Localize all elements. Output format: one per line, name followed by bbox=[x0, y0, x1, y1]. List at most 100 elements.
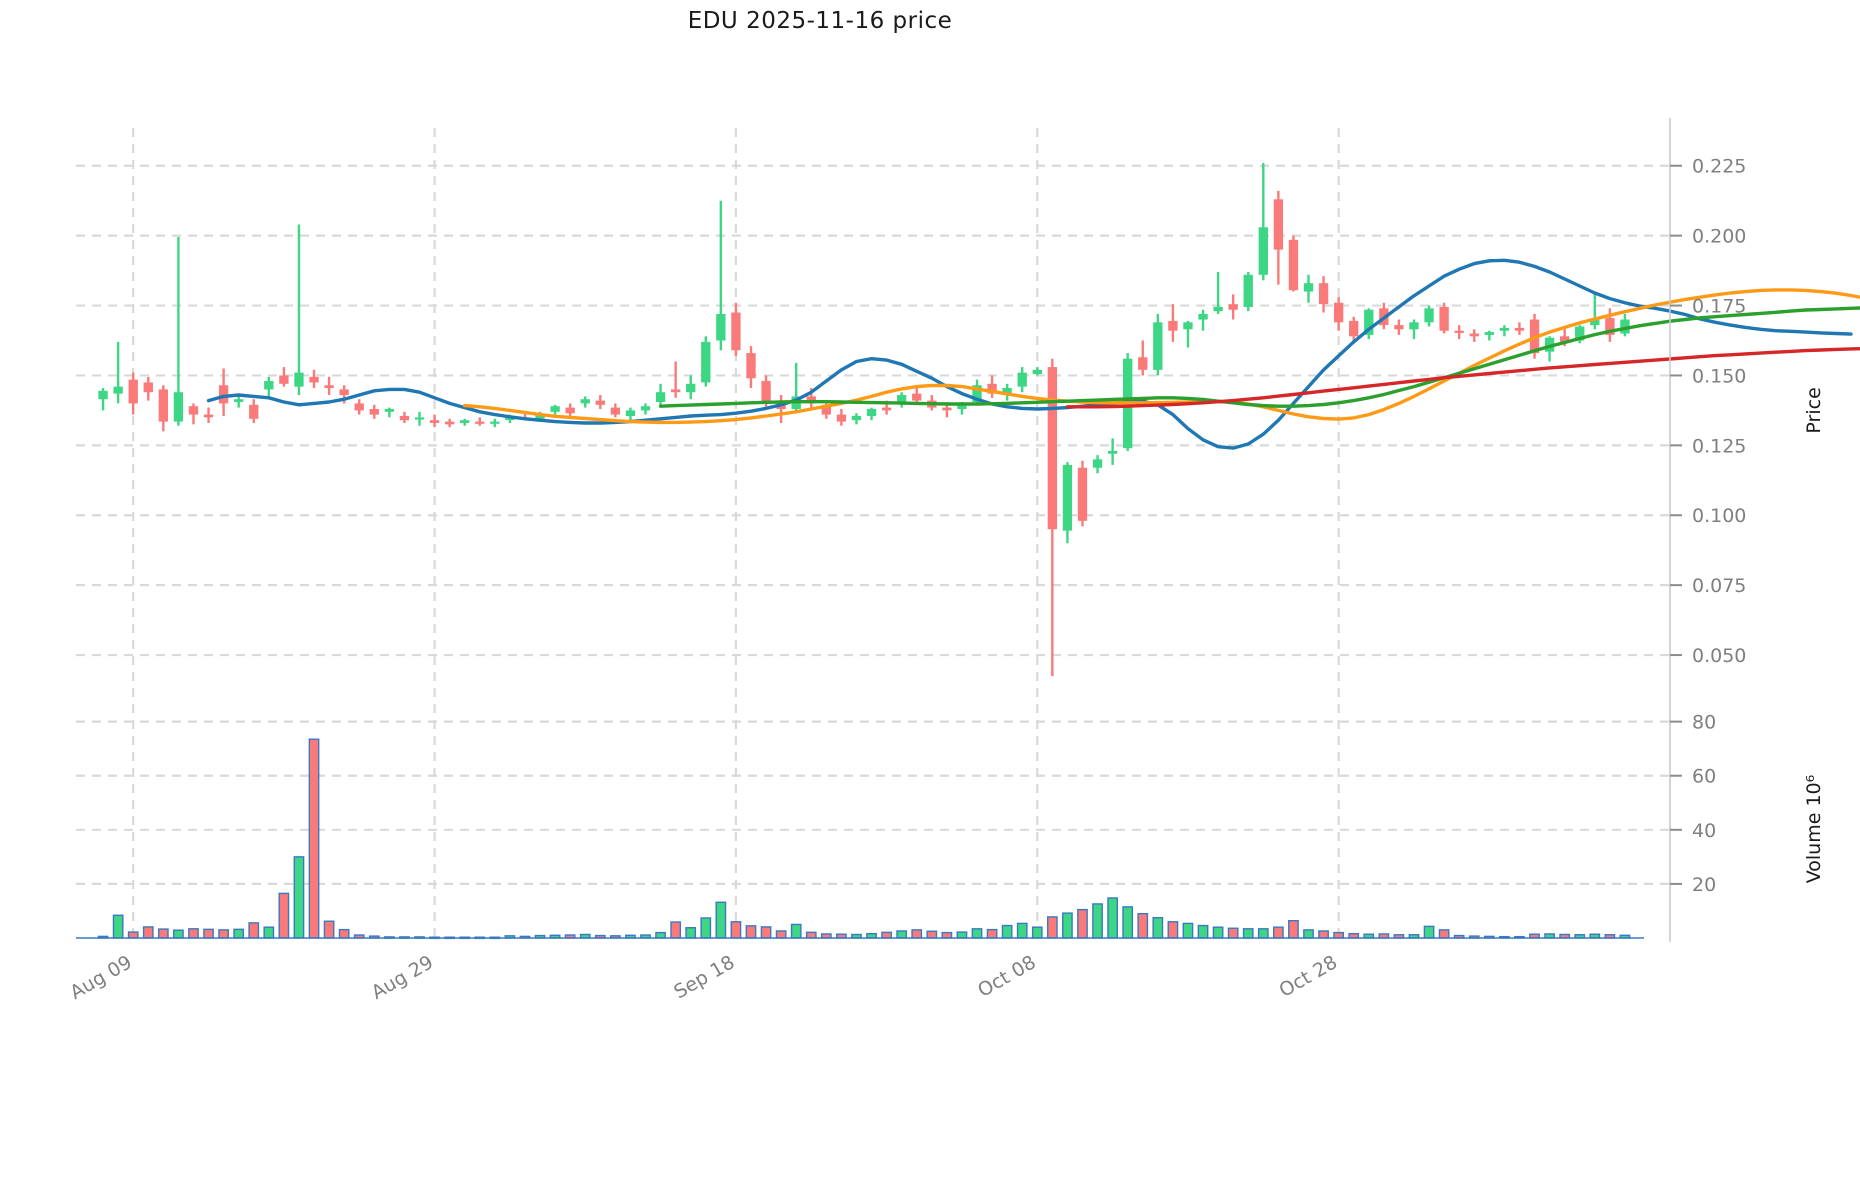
volume-bar bbox=[157, 928, 169, 939]
candle-body bbox=[143, 382, 153, 393]
volume-series bbox=[76, 738, 1644, 940]
candle bbox=[625, 407, 636, 421]
ma-xlong-line bbox=[1065, 347, 1860, 409]
volume-bar bbox=[308, 738, 320, 939]
price-tick-label: 0.225 bbox=[1692, 156, 1746, 178]
volume-tick-label: 80 bbox=[1692, 712, 1716, 734]
candle bbox=[565, 403, 575, 416]
volume-bar bbox=[926, 930, 938, 939]
volume-bar bbox=[655, 931, 666, 939]
candle-body bbox=[1499, 327, 1510, 331]
candle-body bbox=[1107, 450, 1118, 454]
price-axis-title: Price bbox=[1803, 387, 1825, 433]
candle-body bbox=[1454, 330, 1464, 333]
volume-bar bbox=[1227, 927, 1239, 939]
candle bbox=[595, 395, 605, 409]
price-tick-label: 0.200 bbox=[1692, 226, 1746, 248]
candle bbox=[1514, 322, 1525, 335]
volume-bar bbox=[263, 926, 275, 939]
candle bbox=[324, 376, 334, 396]
candle-body bbox=[1605, 318, 1615, 335]
candle bbox=[1047, 358, 1058, 677]
candle bbox=[1394, 319, 1404, 335]
ma-long-line bbox=[658, 306, 1860, 408]
candle bbox=[1062, 462, 1073, 544]
candle bbox=[1575, 325, 1585, 344]
candle-body bbox=[490, 421, 500, 424]
candle bbox=[98, 388, 108, 411]
candle bbox=[1273, 190, 1284, 285]
date-axis-ticks: Aug 09 Aug 29 Sep 18 Oct 08 Oct 28 bbox=[66, 951, 1341, 1004]
candle bbox=[821, 400, 832, 419]
candle-body bbox=[1514, 327, 1525, 331]
volume-bar bbox=[1212, 926, 1224, 939]
candle-body bbox=[942, 407, 952, 411]
volume-bar bbox=[218, 929, 229, 939]
volume-bar bbox=[881, 931, 892, 939]
candle-body bbox=[655, 392, 666, 403]
volume-bar bbox=[278, 892, 290, 939]
candle-body bbox=[339, 389, 349, 396]
volume-bar bbox=[685, 927, 697, 939]
candle bbox=[414, 411, 425, 426]
candle-body bbox=[444, 421, 455, 425]
price-tick-label: 0.175 bbox=[1692, 296, 1746, 318]
candle-body bbox=[429, 420, 440, 423]
candle bbox=[1484, 330, 1494, 341]
candle bbox=[249, 399, 259, 423]
candle bbox=[188, 403, 199, 425]
volume-bar bbox=[1092, 903, 1103, 939]
candle-body bbox=[1228, 304, 1238, 310]
candle-body bbox=[1620, 319, 1630, 334]
candle-body bbox=[294, 372, 304, 387]
candle bbox=[218, 368, 229, 416]
candle-body bbox=[1333, 302, 1344, 323]
candle-body bbox=[1153, 322, 1163, 370]
volume-tick-label: 40 bbox=[1692, 820, 1716, 842]
candle bbox=[851, 413, 862, 425]
candle-body bbox=[640, 406, 651, 411]
ma-mid-line bbox=[463, 288, 1860, 425]
candle-body bbox=[354, 403, 364, 411]
candle-body bbox=[1047, 367, 1058, 530]
candle-body bbox=[1575, 326, 1585, 341]
candle-body bbox=[279, 375, 289, 384]
candle bbox=[836, 409, 847, 426]
candle-body bbox=[1077, 467, 1088, 521]
candle bbox=[1198, 309, 1208, 331]
candle-body bbox=[218, 385, 229, 404]
volume-bar bbox=[911, 929, 923, 939]
candle-body bbox=[399, 415, 410, 421]
candle bbox=[1258, 162, 1268, 281]
candle bbox=[746, 346, 756, 389]
moving-average-lines bbox=[206, 258, 1860, 450]
candle-body bbox=[309, 376, 319, 383]
price-tick-label: 0.100 bbox=[1692, 505, 1746, 527]
price-axis-ticks: 0.225 0.200 0.175 0.150 0.125 0.100 0.075 0.050 bbox=[1670, 156, 1746, 667]
volume-bar bbox=[1152, 917, 1164, 939]
candle bbox=[460, 418, 470, 426]
candle bbox=[1077, 460, 1088, 527]
candle-body bbox=[384, 409, 395, 412]
volume-bar bbox=[1107, 897, 1118, 939]
candle bbox=[912, 388, 922, 404]
candle-body bbox=[1318, 283, 1329, 305]
candle-body bbox=[460, 420, 470, 423]
candle-body bbox=[731, 312, 741, 351]
candle bbox=[1469, 329, 1479, 342]
chart-title: EDU 2025-11-16 price bbox=[687, 8, 953, 34]
candle-body bbox=[610, 407, 621, 415]
candle-body bbox=[128, 379, 138, 404]
candle-body bbox=[173, 392, 184, 422]
volume-bar bbox=[1288, 919, 1299, 939]
price-tick-label: 0.125 bbox=[1692, 435, 1746, 457]
volume-bar bbox=[1182, 922, 1194, 939]
candle bbox=[1213, 271, 1223, 314]
candle bbox=[294, 224, 304, 396]
candle bbox=[1318, 276, 1329, 313]
candle-body bbox=[324, 385, 334, 389]
candle-body bbox=[475, 421, 485, 424]
candle-body bbox=[1168, 320, 1178, 331]
candle bbox=[158, 385, 169, 432]
candle-body bbox=[414, 417, 425, 420]
